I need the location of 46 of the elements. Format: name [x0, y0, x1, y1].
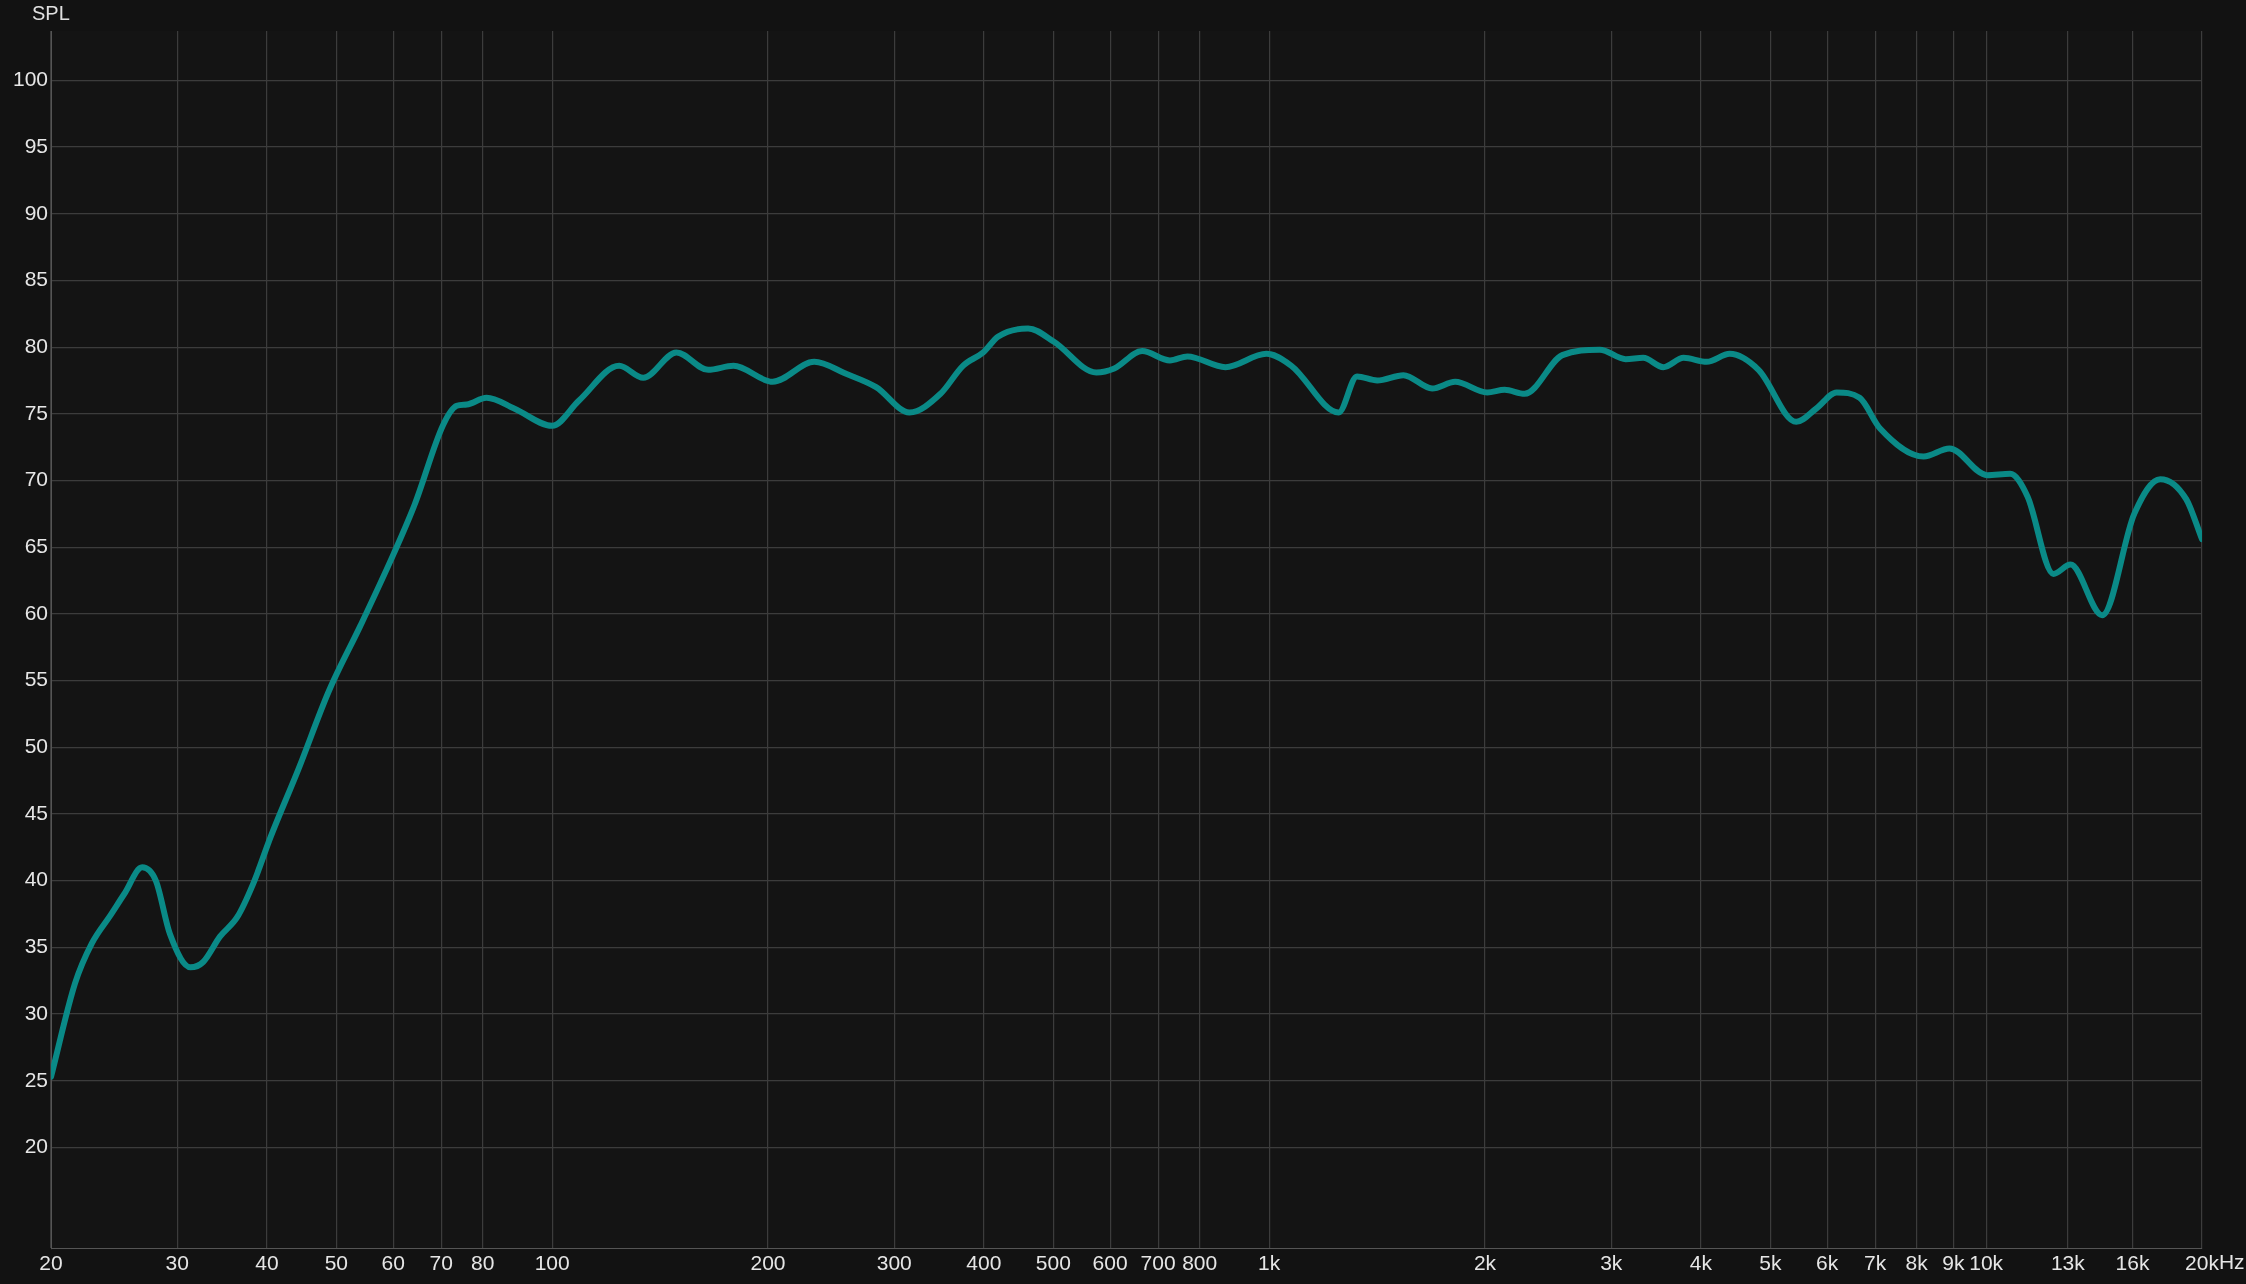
- y-tick-label: 25: [24, 1067, 49, 1091]
- x-tick-label: 60: [381, 1251, 405, 1275]
- x-tick-label: 13k: [2050, 1251, 2086, 1275]
- x-tick-label: 200: [750, 1251, 786, 1275]
- x-tick-label: 40: [255, 1251, 279, 1275]
- y-tick-label: 40: [24, 867, 49, 891]
- x-tick-label: 7k: [1864, 1251, 1887, 1275]
- x-tick-label: 30: [165, 1251, 189, 1275]
- x-tick-label: 100: [534, 1251, 570, 1275]
- x-tick-label: 2k: [1473, 1251, 1497, 1275]
- y-tick-label: 90: [24, 200, 49, 224]
- x-tick-label: 3k: [1600, 1251, 1623, 1275]
- y-tick-label: 55: [24, 667, 49, 691]
- x-tick-label: 500: [1035, 1251, 1071, 1275]
- x-tick-label: 10k: [1969, 1251, 2004, 1275]
- x-axis-title: Hz: [2218, 1249, 2245, 1273]
- x-tick-label: 6k: [1816, 1251, 1839, 1275]
- x-tick-label: 600: [1092, 1251, 1128, 1275]
- x-tick-label: 70: [429, 1251, 453, 1275]
- x-tick-label: 1k: [1258, 1251, 1281, 1275]
- x-tick-label: 300: [876, 1251, 912, 1275]
- y-tick-label: 20: [24, 1134, 49, 1158]
- y-tick-label: 50: [24, 734, 49, 758]
- y-tick-label: 60: [24, 600, 49, 624]
- x-tick-label: 800: [1182, 1251, 1218, 1275]
- x-tick-label: 700: [1140, 1251, 1176, 1275]
- y-axis-title: SPL: [32, 2, 70, 25]
- x-tick-label: 8k: [1905, 1251, 1929, 1275]
- x-tick-label: 9k: [1942, 1251, 1965, 1275]
- y-tick-label: 70: [24, 467, 49, 491]
- y-tick-label: 65: [24, 533, 49, 557]
- y-tick-label: 45: [24, 800, 49, 824]
- y-tick-label: 75: [24, 400, 49, 424]
- x-tick-label: 80: [471, 1251, 495, 1275]
- x-tick-label: 50: [324, 1251, 349, 1275]
- x-tick-label: 400: [966, 1251, 1002, 1275]
- y-tick-label: 80: [24, 333, 49, 357]
- x-tick-label: 4k: [1689, 1251, 1713, 1275]
- y-tick-label: 35: [24, 934, 49, 958]
- y-tick-label: 95: [24, 133, 49, 157]
- x-tick-label: 20k: [2185, 1251, 2220, 1275]
- x-tick-label: 5k: [1759, 1251, 1782, 1275]
- y-tick-label: 100: [12, 67, 49, 91]
- y-tick-label: 30: [24, 1000, 49, 1024]
- y-tick-label: 85: [24, 267, 49, 291]
- x-tick-label: 16k: [2115, 1251, 2150, 1275]
